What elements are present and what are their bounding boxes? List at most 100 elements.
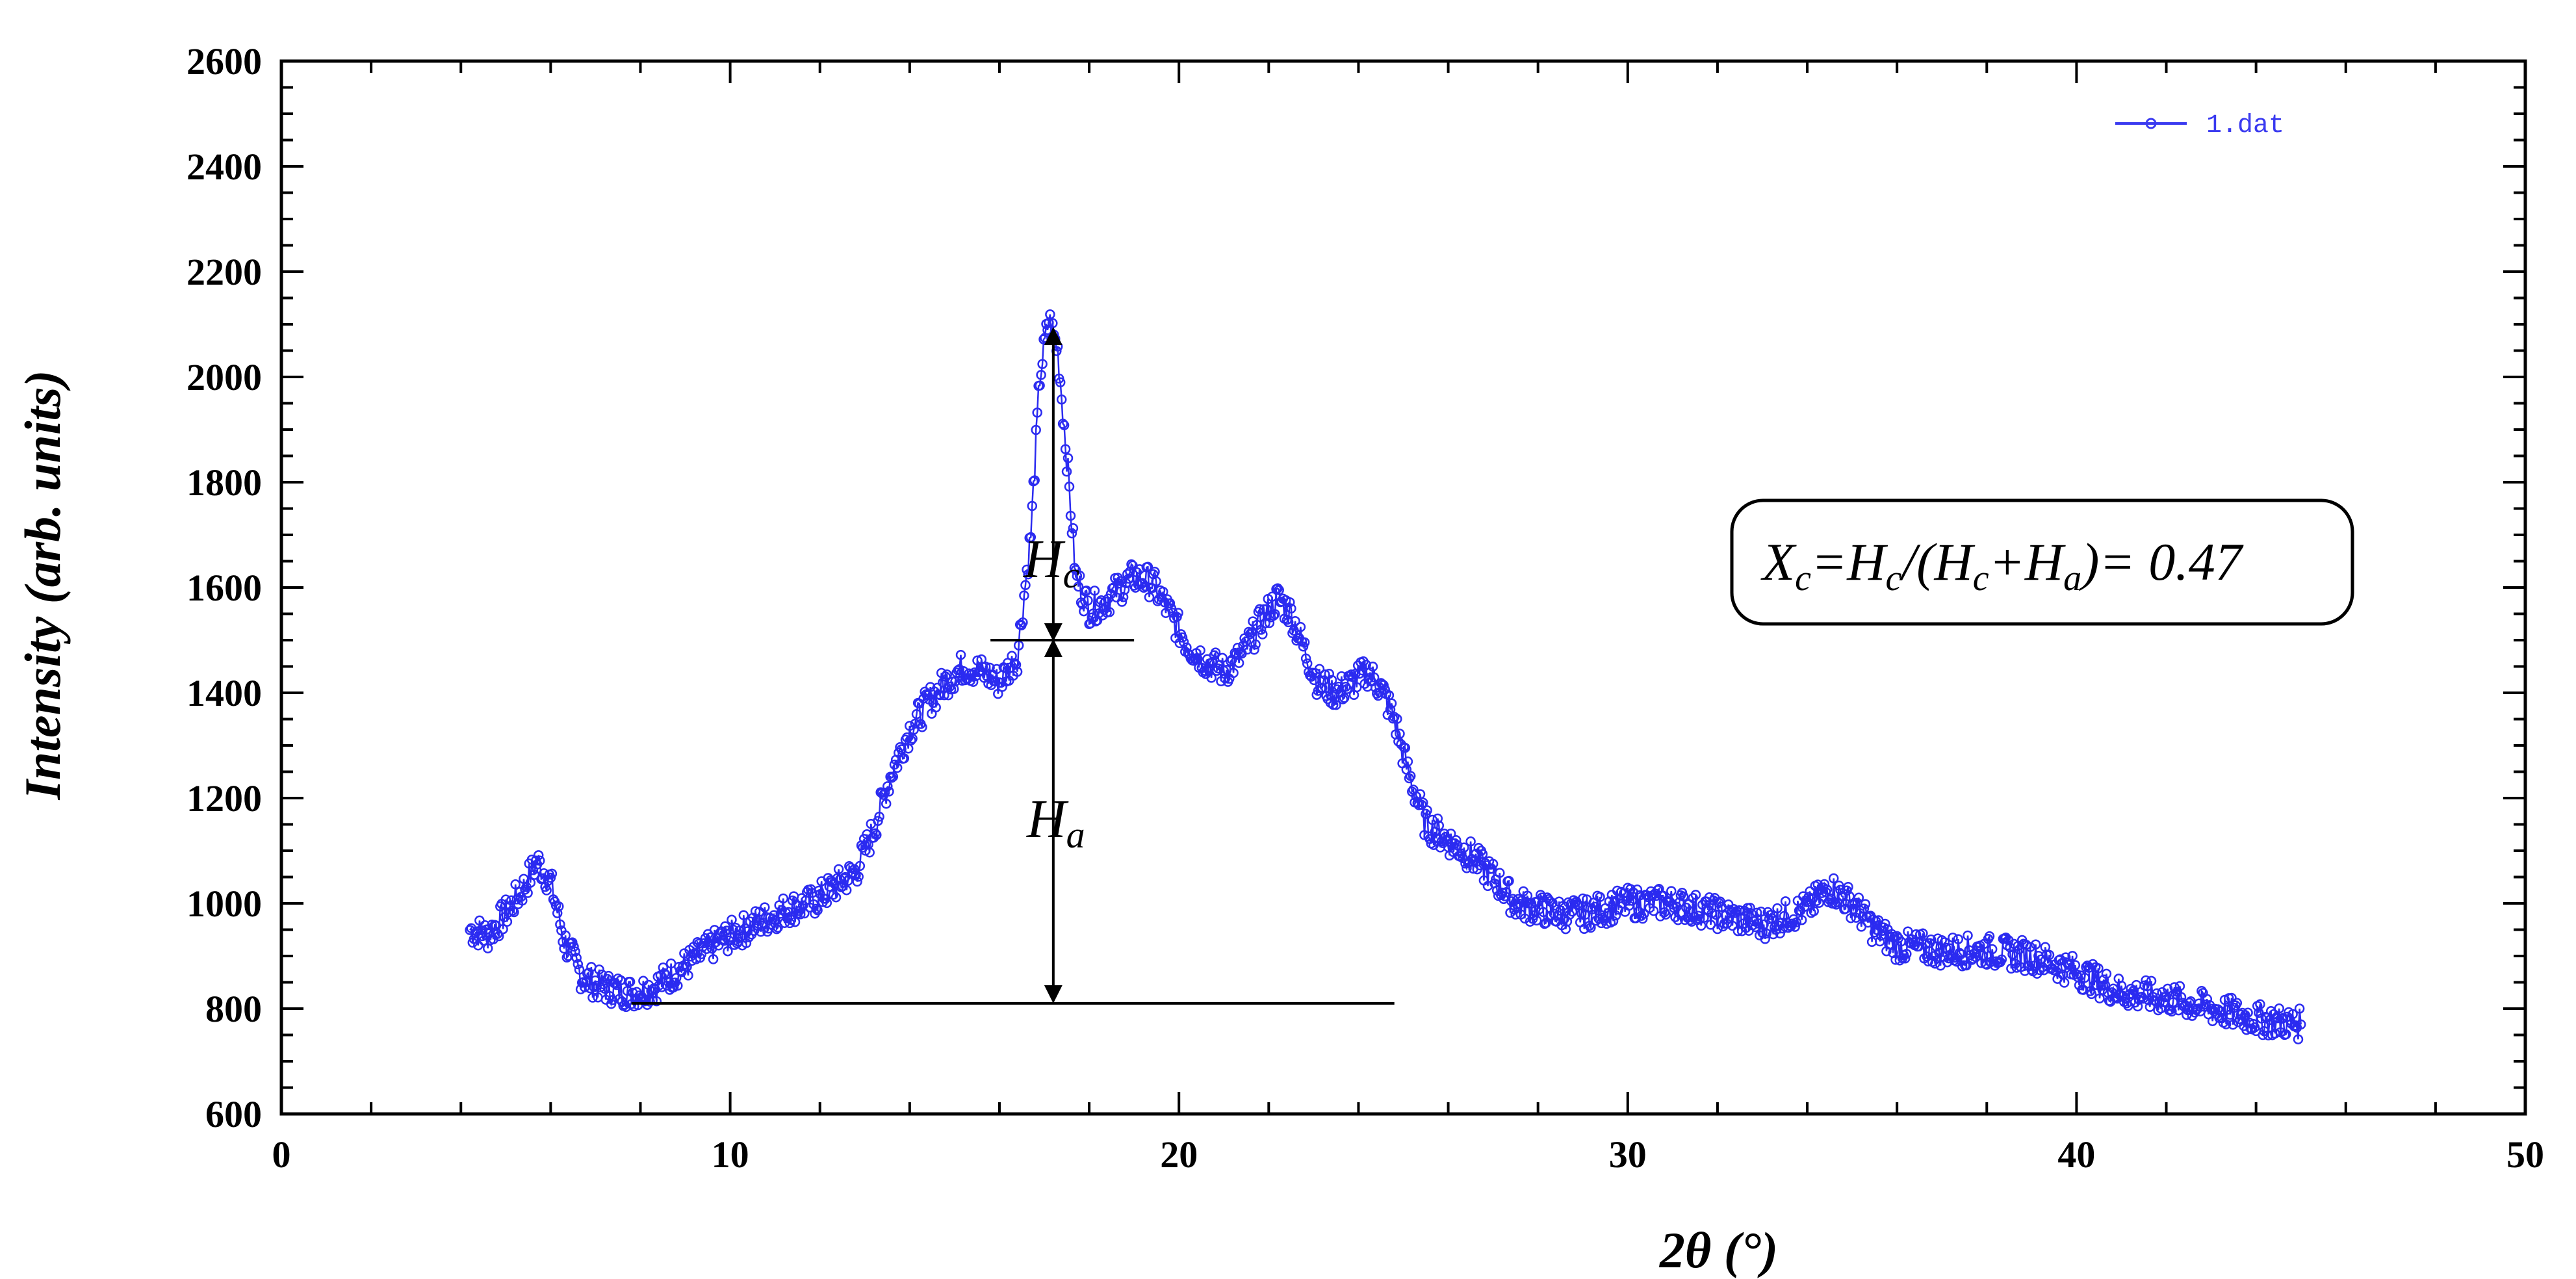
data-point bbox=[1953, 934, 1964, 944]
data-point bbox=[1790, 922, 1800, 932]
data-point bbox=[931, 702, 941, 713]
data-point bbox=[1228, 667, 1239, 678]
data-point bbox=[853, 872, 864, 882]
data-point bbox=[560, 930, 571, 941]
data-point bbox=[740, 924, 751, 934]
data-point bbox=[651, 996, 662, 1007]
data-point bbox=[1587, 904, 1597, 914]
data-point bbox=[1954, 948, 1965, 958]
data-point bbox=[2116, 980, 2127, 991]
data-point bbox=[942, 669, 952, 680]
data-point bbox=[1624, 900, 1634, 911]
data-point bbox=[1337, 694, 1348, 704]
data-point bbox=[1422, 805, 1432, 816]
data-point bbox=[1901, 948, 1912, 959]
data-point bbox=[1066, 528, 1077, 539]
data-point bbox=[1230, 647, 1241, 658]
data-point bbox=[1267, 591, 1278, 602]
data-point bbox=[625, 976, 636, 987]
data-point bbox=[502, 916, 513, 927]
data-point bbox=[510, 879, 521, 890]
data-point bbox=[1064, 482, 1075, 492]
data-point bbox=[2094, 993, 2105, 1003]
data-point bbox=[1418, 797, 1428, 808]
data-point bbox=[892, 762, 903, 773]
data-point bbox=[884, 786, 894, 797]
data-point bbox=[1351, 682, 1362, 693]
data-point bbox=[2293, 1034, 2304, 1044]
data-point bbox=[2263, 1030, 2274, 1040]
data-point bbox=[795, 909, 806, 920]
data-point bbox=[2237, 1007, 2248, 1018]
data-point bbox=[990, 676, 1001, 686]
y-tick-label: 600 bbox=[205, 1093, 262, 1135]
hc-label: Hc bbox=[1023, 529, 1080, 596]
data-point bbox=[1475, 860, 1486, 871]
x-tick-label: 50 bbox=[2506, 1133, 2544, 1176]
legend: 1.dat bbox=[2115, 111, 2284, 140]
data-point bbox=[741, 938, 752, 948]
data-point bbox=[1427, 814, 1437, 825]
data-point bbox=[1283, 617, 1294, 628]
data-point bbox=[594, 964, 604, 975]
data-point bbox=[541, 885, 552, 896]
data-point bbox=[1144, 592, 1155, 602]
data-point bbox=[1904, 937, 1914, 948]
data-point bbox=[1249, 644, 1259, 655]
data-point bbox=[1118, 591, 1129, 602]
data-point bbox=[1089, 586, 1100, 596]
data-point bbox=[2232, 998, 2243, 1009]
y-tick-label: 1000 bbox=[187, 883, 262, 925]
data-point bbox=[1875, 936, 1885, 947]
y-tick-label: 2000 bbox=[187, 356, 262, 398]
data-point bbox=[2141, 975, 2151, 986]
data-point bbox=[1173, 608, 1183, 618]
data-point bbox=[493, 931, 504, 942]
data-point bbox=[2243, 1007, 2253, 1018]
data-point bbox=[1264, 617, 1275, 628]
data-point bbox=[1528, 910, 1539, 921]
data-point bbox=[1572, 899, 1583, 910]
data-point bbox=[1814, 898, 1825, 908]
data-point bbox=[1922, 951, 1932, 962]
data-point bbox=[1948, 932, 1958, 943]
data-point bbox=[1027, 500, 1038, 511]
x-tick-label: 10 bbox=[712, 1133, 749, 1176]
data-point bbox=[1339, 693, 1350, 703]
data-point bbox=[2273, 1013, 2283, 1024]
data-point bbox=[1673, 914, 1683, 925]
data-point bbox=[2025, 942, 2035, 952]
data-point bbox=[2206, 1003, 2217, 1014]
data-point bbox=[699, 938, 710, 949]
data-point bbox=[478, 935, 489, 946]
data-point bbox=[939, 690, 949, 701]
data-point bbox=[1721, 918, 1732, 929]
data-point bbox=[1761, 928, 1772, 939]
data-point bbox=[1711, 909, 1721, 920]
data-point bbox=[2086, 988, 2097, 1000]
data-point bbox=[1151, 576, 1161, 587]
data-point bbox=[778, 893, 789, 904]
data-point bbox=[1158, 586, 1168, 597]
data-point bbox=[570, 946, 580, 957]
data-point bbox=[1579, 924, 1590, 935]
data-point bbox=[1331, 699, 1341, 710]
data-point bbox=[1286, 603, 1296, 614]
data-point bbox=[533, 850, 544, 860]
data-point bbox=[1822, 885, 1833, 895]
data-point bbox=[773, 922, 783, 933]
data-point bbox=[1699, 912, 1709, 924]
data-point bbox=[1270, 609, 1280, 619]
data-point bbox=[2138, 993, 2148, 1004]
data-point bbox=[2097, 985, 2107, 995]
data-point bbox=[1918, 928, 1928, 939]
data-point bbox=[1385, 704, 1396, 715]
data-point bbox=[852, 876, 862, 887]
data-point bbox=[1495, 868, 1505, 878]
x-axis-title: 2θ (°) bbox=[1659, 1222, 1778, 1278]
data-point bbox=[1732, 925, 1744, 937]
data-point bbox=[2093, 963, 2104, 974]
data-point bbox=[673, 980, 683, 991]
data-point bbox=[1074, 571, 1085, 581]
